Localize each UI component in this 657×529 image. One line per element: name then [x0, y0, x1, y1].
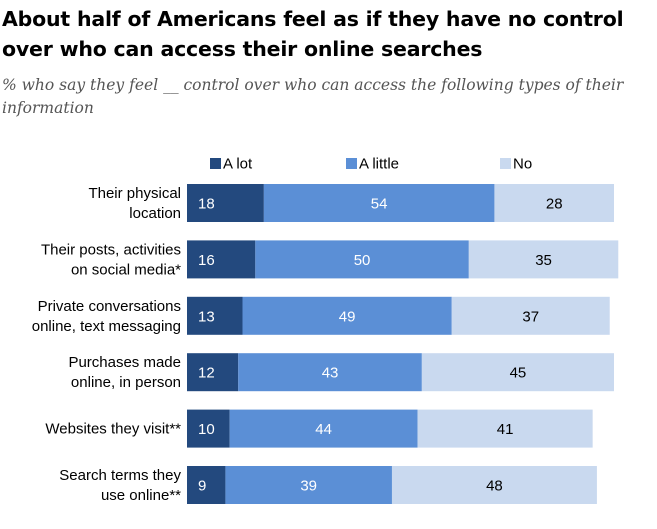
bar-segment — [242, 296, 452, 335]
data-label: 9 — [198, 478, 206, 495]
category-label: Their physical location — [88, 185, 181, 222]
bar-segment — [187, 409, 230, 448]
data-label: 28 — [546, 196, 563, 213]
bar-row: Their physical location 18 54 28 — [88, 184, 614, 222]
bar-segment — [238, 353, 422, 392]
bar-segment — [417, 409, 593, 448]
bar-segment — [187, 353, 239, 392]
data-label: 35 — [535, 252, 552, 269]
data-label: 45 — [510, 365, 527, 382]
data-label: 18 — [198, 196, 215, 213]
bar-segment — [263, 184, 495, 222]
bar-row: Private conversations online, text messag… — [32, 296, 610, 335]
legend-item-0: A lot — [210, 156, 253, 173]
data-label: 50 — [354, 252, 371, 269]
bar-segment — [451, 296, 610, 335]
bar-row: Search terms they use online** 9 39 48 — [59, 466, 597, 504]
bar-segment — [229, 409, 418, 448]
bar-segment — [187, 240, 256, 279]
category-label: Purchases made online, in person — [68, 354, 181, 391]
category-label: Their posts, activities on social media* — [41, 241, 181, 278]
legend-swatch — [346, 158, 357, 169]
legend-swatch — [210, 158, 221, 169]
bar-segment — [255, 240, 469, 279]
data-label: 39 — [300, 478, 317, 495]
data-label: 37 — [522, 308, 539, 325]
category-label: Search terms they use online** — [59, 467, 181, 504]
data-label: 41 — [497, 421, 514, 438]
bar-segment — [225, 466, 392, 504]
legend-swatch — [500, 158, 511, 169]
legend-label: No — [513, 156, 532, 173]
bar-segment — [187, 466, 226, 504]
category-label: Private conversations online, text messag… — [32, 298, 181, 335]
bar-segment — [187, 184, 264, 222]
category-label: Websites they visit** — [45, 421, 181, 438]
data-label: 49 — [339, 308, 356, 325]
legend-label: A lot — [223, 156, 253, 173]
legend-item-1: A little — [346, 156, 399, 173]
legend-item-2: No — [500, 156, 532, 173]
data-label: 43 — [322, 365, 339, 382]
chart-title: About half of Americans feel as if they … — [2, 7, 624, 61]
data-label: 13 — [198, 308, 215, 325]
bar-segment — [494, 184, 614, 222]
data-label: 12 — [198, 365, 215, 382]
bar-segment — [421, 353, 614, 392]
data-label: 10 — [198, 421, 215, 438]
legend-label: A little — [359, 156, 399, 173]
bar-segment — [391, 466, 597, 504]
bar-row: Websites they visit** 10 44 41 — [45, 409, 593, 448]
bar-segment — [468, 240, 619, 279]
chart-subtitle: % who say they feel __ control over who … — [2, 76, 624, 117]
bar-segment — [187, 296, 243, 335]
data-label: 44 — [315, 421, 332, 438]
bar-row: Purchases made online, in person 12 43 45 — [68, 353, 614, 392]
data-label: 54 — [371, 196, 388, 213]
data-label: 48 — [486, 478, 503, 495]
bar-row: Their posts, activities on social media* 1… — [41, 240, 619, 279]
data-label: 16 — [198, 252, 215, 269]
